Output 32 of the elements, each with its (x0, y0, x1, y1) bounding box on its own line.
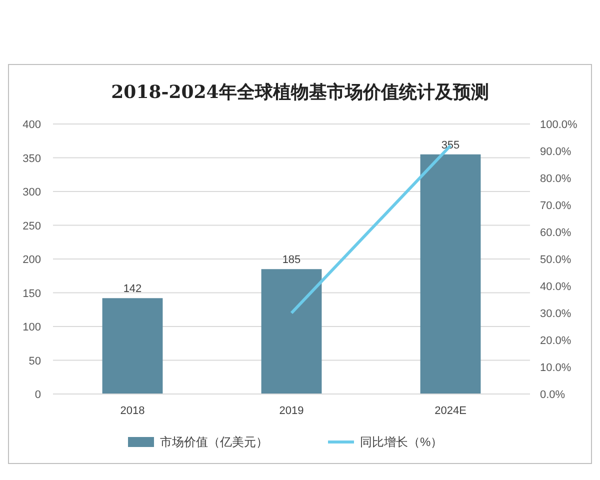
y-tick-label: 0 (34, 389, 41, 401)
data-label: 185 (282, 254, 301, 266)
x-tick-label: 2018 (120, 405, 145, 417)
bar (420, 154, 481, 394)
data-label: 355 (441, 139, 460, 152)
y2-tick-label: 70.0% (540, 200, 572, 212)
y-tick-label: 100 (22, 322, 41, 334)
y2-tick-label: 40.0% (540, 281, 572, 293)
y2-tick-label: 80.0% (540, 173, 572, 185)
y-tick-label: 150 (22, 288, 41, 300)
bar (102, 298, 163, 394)
y2-tick-label: 30.0% (540, 308, 572, 320)
y-tick-label: 400 (22, 119, 41, 131)
y2-tick-label: 100.0% (540, 119, 578, 131)
y-tick-label: 250 (22, 220, 41, 232)
y2-tick-label: 20.0% (540, 335, 572, 347)
legend-label: 同比增长（%） (360, 435, 443, 449)
y-tick-label: 200 (22, 254, 41, 266)
bar (261, 269, 322, 394)
chart-title: 2018-2024年全球植物基市场价值统计及预测 (111, 82, 489, 103)
x-tick-label: 2019 (279, 405, 304, 417)
y2-tick-label: 0.0% (540, 389, 566, 401)
y-tick-label: 50 (28, 355, 41, 368)
y2-tick-label: 10.0% (540, 362, 572, 374)
x-tick-label: 2024E (434, 405, 466, 417)
y2-tick-label: 50.0% (540, 254, 572, 266)
legend-label: 市场价值（亿美元） (160, 435, 268, 449)
y-tick-label: 350 (22, 152, 41, 165)
y-tick-label: 300 (22, 186, 41, 198)
y2-tick-label: 60.0% (540, 227, 572, 239)
y2-tick-label: 90.0% (540, 146, 572, 158)
data-label: 142 (123, 283, 142, 296)
